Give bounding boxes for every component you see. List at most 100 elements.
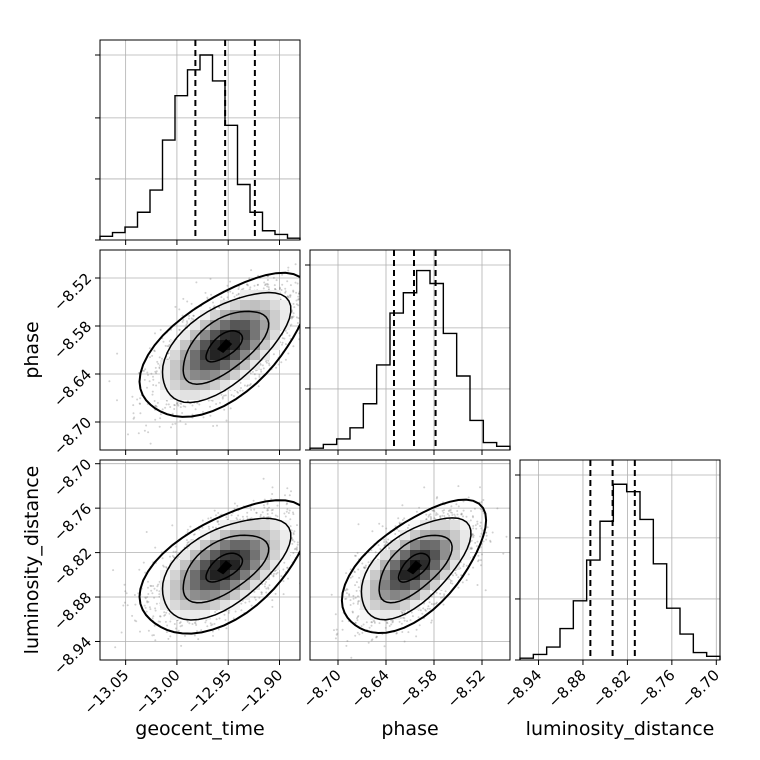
sample-point <box>295 547 298 550</box>
sample-point <box>147 600 150 603</box>
density-block <box>220 370 230 380</box>
sample-point <box>285 503 288 506</box>
sample-point <box>122 604 125 607</box>
sample-point <box>144 596 147 599</box>
sample-point <box>240 602 243 605</box>
sample-point <box>266 279 269 281</box>
sample-point <box>264 583 267 585</box>
sample-point <box>296 541 299 544</box>
sample-point <box>304 537 306 539</box>
density-block <box>260 310 270 320</box>
sample-point <box>135 620 138 623</box>
sample-point <box>216 424 218 427</box>
sample-point <box>186 547 189 550</box>
sample-point <box>176 401 179 404</box>
sample-point <box>250 269 253 272</box>
sample-point <box>213 622 216 625</box>
sample-point <box>292 290 295 293</box>
sample-point <box>137 432 140 435</box>
sample-point <box>200 629 203 632</box>
density-block <box>250 360 260 370</box>
sample-point <box>284 287 287 290</box>
sample-point <box>249 505 252 508</box>
density-block <box>230 300 240 310</box>
sample-point <box>151 354 154 357</box>
sample-point <box>284 515 287 518</box>
sample-point <box>177 629 180 632</box>
sample-point <box>225 419 228 422</box>
density-block <box>280 320 290 330</box>
sample-point <box>271 512 274 515</box>
sample-point <box>219 401 221 404</box>
density-block <box>210 330 220 340</box>
sample-point <box>264 284 267 287</box>
sample-point <box>284 291 287 294</box>
sample-point <box>173 404 176 406</box>
sample-point <box>164 620 167 623</box>
density-block <box>200 320 210 330</box>
density-block <box>190 380 200 390</box>
sample-point <box>262 367 265 370</box>
sample-point <box>181 412 184 414</box>
sample-point <box>154 405 157 407</box>
sample-point <box>214 611 217 613</box>
contour-line <box>138 271 300 418</box>
sample-point <box>207 517 210 520</box>
sample-point <box>154 332 156 335</box>
sample-point <box>265 360 267 363</box>
density-block <box>270 340 280 350</box>
sample-point <box>290 529 293 532</box>
sample-point <box>297 292 300 295</box>
contour-line <box>205 330 244 363</box>
sample-point <box>261 511 264 514</box>
sample-point <box>289 518 292 521</box>
sample-point <box>255 511 258 514</box>
density-block <box>190 320 200 330</box>
sample-point <box>132 412 135 415</box>
sample-point <box>288 294 291 297</box>
sample-point <box>163 614 166 617</box>
sample-point <box>108 380 111 383</box>
sample-point <box>286 566 289 569</box>
sample-point <box>265 587 268 590</box>
sample-point <box>242 287 245 290</box>
sample-point <box>235 294 238 297</box>
sample-point <box>221 396 224 399</box>
sample-point <box>123 583 126 586</box>
sample-point <box>185 539 188 542</box>
sample-point <box>227 611 230 614</box>
sample-point <box>300 286 302 288</box>
sample-point <box>193 634 196 637</box>
density-block <box>240 330 250 340</box>
sample-point <box>286 280 289 283</box>
sample-point <box>266 513 269 515</box>
sample-point <box>238 285 240 288</box>
sample-point <box>294 281 297 284</box>
density-block <box>220 310 230 320</box>
sample-point <box>303 316 305 318</box>
sample-point <box>280 361 283 364</box>
sample-point <box>211 399 214 402</box>
sample-point <box>260 370 263 373</box>
sample-point <box>292 552 295 554</box>
sample-point <box>171 555 174 557</box>
sample-point <box>149 442 152 445</box>
sample-point <box>220 393 223 396</box>
density-block <box>220 350 230 360</box>
sample-point <box>293 306 296 309</box>
sample-point <box>152 378 155 381</box>
sample-point <box>188 622 191 625</box>
sample-point <box>305 537 307 539</box>
sample-point <box>172 550 175 553</box>
sample-point <box>275 572 278 575</box>
sample-point <box>287 296 290 299</box>
sample-point <box>164 344 167 347</box>
sample-point <box>264 283 267 286</box>
sample-point <box>246 517 249 520</box>
density-block <box>240 340 250 350</box>
sample-point <box>268 288 270 291</box>
density-block <box>270 300 280 310</box>
histogram-panel-luminosity_distance <box>515 459 721 661</box>
sample-point <box>253 508 256 511</box>
sample-point <box>257 246 259 248</box>
